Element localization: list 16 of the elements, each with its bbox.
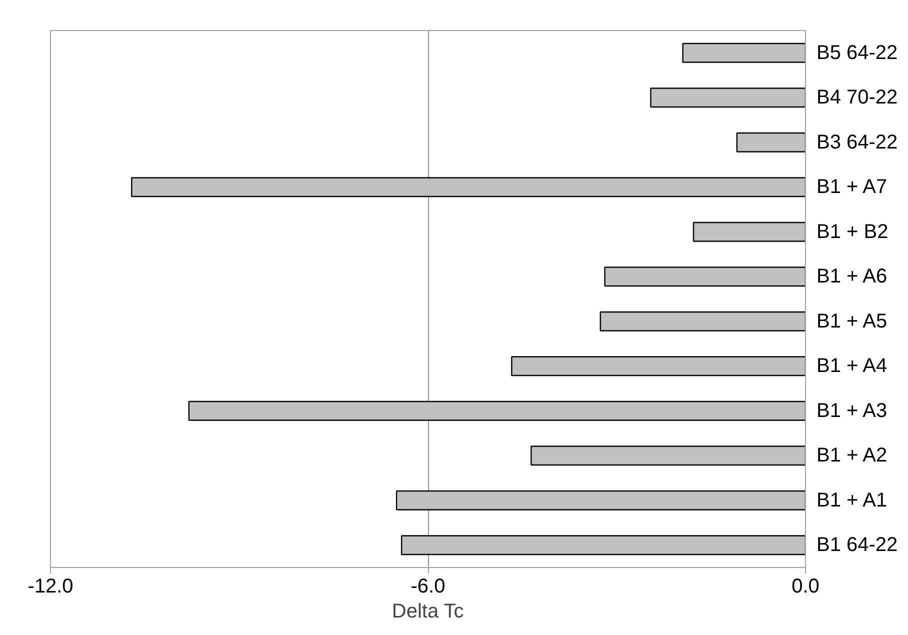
x-tick-label: 0.0 (792, 576, 820, 598)
y-tick-label: B1 + A5 (816, 310, 888, 332)
y-tick-label: B1 + A2 (816, 444, 888, 467)
y-tick-label: B1 + A4 (816, 355, 888, 378)
y-tick-label: B5 64-22 (816, 42, 898, 64)
y-tick-label: B1 + A1 (816, 489, 888, 512)
x-axis-title: Delta Tc (392, 600, 464, 622)
y-tick-label: B3 64-22 (816, 131, 898, 154)
y-tick-label: B1 + A6 (816, 266, 888, 288)
y-tick-label: B1 + A3 (816, 400, 888, 422)
x-tick-label: -12.0 (28, 576, 74, 598)
x-tick-label: -6.0 (410, 576, 446, 598)
y-tick-label: B1 64-22 (816, 534, 898, 556)
y-tick-label: B1 + B2 (816, 220, 888, 243)
y-tick-label: B1 + A7 (816, 176, 888, 198)
y-tick-label: B4 70-22 (816, 86, 898, 109)
